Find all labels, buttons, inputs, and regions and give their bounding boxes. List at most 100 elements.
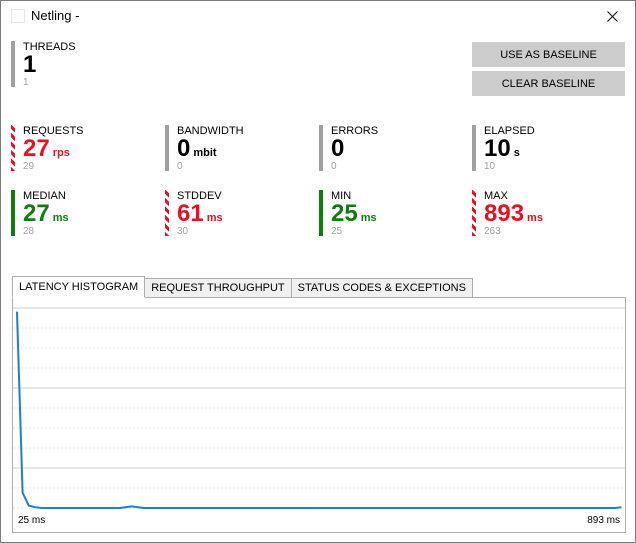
metric-unit: mbit [193, 147, 217, 159]
metric-baseline: 28 [23, 226, 35, 237]
latency-data-point [584, 507, 587, 509]
metric-baseline: 30 [177, 226, 189, 237]
latency-data-point [349, 507, 351, 509]
tab-status-codes-exceptions[interactable]: STATUS CODES & EXCEPTIONS [291, 278, 473, 298]
metric-label: THREADS [23, 41, 76, 53]
latency-data-point [143, 507, 145, 509]
metric-errors: ERRORS 0 0 [319, 125, 459, 179]
latency-data-point [336, 507, 338, 509]
clear-baseline-button[interactable]: CLEAR BASELINE [472, 71, 625, 96]
latency-data-point [149, 507, 151, 509]
latency-data-point [385, 507, 387, 509]
tab-strip: LATENCY HISTOGRAM REQUEST THROUGHPUT STA… [12, 276, 473, 298]
metric-unit: ms [360, 212, 377, 224]
latency-data-point [76, 507, 79, 509]
latency-data-point [312, 507, 314, 509]
use-as-baseline-button[interactable]: USE AS BASELINE [472, 42, 625, 67]
metric-baseline: 0 [331, 161, 337, 172]
metric-value: 0 [331, 135, 345, 162]
metric-baseline: 29 [23, 161, 35, 172]
window-title: Netling - [31, 8, 80, 23]
metric-label: BANDWIDTH [177, 125, 244, 137]
latency-data-point [536, 507, 538, 509]
latency-data-point [391, 507, 393, 509]
latency-data-point [475, 507, 477, 509]
metric-label: STDDEV [177, 190, 222, 202]
latency-data-point [70, 507, 72, 509]
metric-label: REQUESTS [23, 125, 84, 137]
latency-data-point [28, 505, 30, 507]
latency-data-point [306, 507, 308, 509]
metric-value: 25 [331, 200, 358, 227]
metric-indicator-bar [11, 190, 15, 236]
metric-value: 893 [484, 200, 525, 227]
latency-data-point [252, 507, 254, 509]
latency-data-point [119, 507, 121, 509]
tab-latency-histogram[interactable]: LATENCY HISTOGRAM [12, 276, 146, 298]
metric-value: 0 [177, 135, 191, 162]
metric-baseline: 263 [484, 226, 501, 237]
latency-data-point [167, 507, 169, 509]
latency-data-point [373, 507, 375, 509]
latency-data-point [106, 507, 109, 509]
latency-data-point [603, 507, 605, 509]
latency-data-point [500, 507, 502, 509]
metric-elapsed: ELAPSED 10 s 10 [472, 125, 612, 179]
latency-data-point [554, 507, 556, 509]
latency-data-point [58, 507, 61, 509]
latency-data-point [288, 507, 290, 509]
latency-data-point [488, 507, 490, 509]
tab-request-throughput[interactable]: REQUEST THROUGHPUT [145, 278, 292, 298]
latency-data-point [367, 507, 369, 509]
latency-data-point [100, 507, 102, 509]
latency-data-point [125, 506, 127, 508]
latency-data-point [330, 507, 333, 509]
latency-data-point [609, 507, 611, 509]
latency-data-point [518, 507, 520, 509]
latency-data-point [88, 507, 90, 509]
latency-data-point [378, 507, 381, 509]
latency-histogram-panel: 25 ms 893 ms [12, 297, 626, 533]
metric-bandwidth: BANDWIDTH 0 mbit 0 [165, 125, 305, 179]
metric-unit: ms [206, 212, 223, 224]
title-bar[interactable]: Netling - [1, 1, 635, 31]
metric-min: MIN 25 ms 25 [319, 190, 459, 244]
latency-data-point [239, 507, 241, 509]
metric-unit: ms [527, 212, 543, 224]
metric-requests: REQUESTS 27 rps 29 [11, 125, 151, 179]
latency-histogram-chart [13, 307, 625, 509]
latency-data-point [46, 507, 48, 509]
latency-data-point [221, 507, 223, 509]
latency-data-point [95, 507, 97, 509]
metric-unit: rps [52, 147, 70, 159]
metric-median: MEDIAN 27 ms 28 [11, 190, 151, 244]
latency-data-point [409, 507, 411, 509]
latency-data-point [185, 507, 187, 509]
metric-baseline: 25 [331, 226, 343, 237]
metric-indicator-bar [319, 190, 323, 236]
latency-data-point [209, 507, 211, 509]
metric-stddev: STDDEV 61 ms 30 [165, 190, 305, 244]
latency-data-point [191, 507, 193, 509]
metric-label: MEDIAN [23, 190, 66, 202]
app-icon [11, 9, 25, 23]
metric-indicator-bar [472, 125, 476, 171]
x-axis-min-label: 25 ms [18, 515, 46, 526]
latency-data-point [300, 507, 302, 509]
latency-data-point [572, 507, 574, 509]
latency-data-point [421, 507, 423, 509]
latency-data-point [481, 507, 484, 509]
latency-data-point [173, 507, 175, 509]
latency-data-point [203, 507, 205, 509]
latency-data-point [452, 507, 454, 509]
latency-data-point [82, 507, 84, 509]
close-button[interactable] [589, 1, 635, 31]
close-icon [606, 10, 618, 22]
latency-data-point [427, 507, 429, 509]
latency-data-point [463, 507, 465, 509]
latency-data-point [548, 507, 550, 509]
latency-data-point [227, 507, 230, 509]
latency-data-point [542, 507, 544, 509]
latency-data-point [234, 507, 236, 509]
